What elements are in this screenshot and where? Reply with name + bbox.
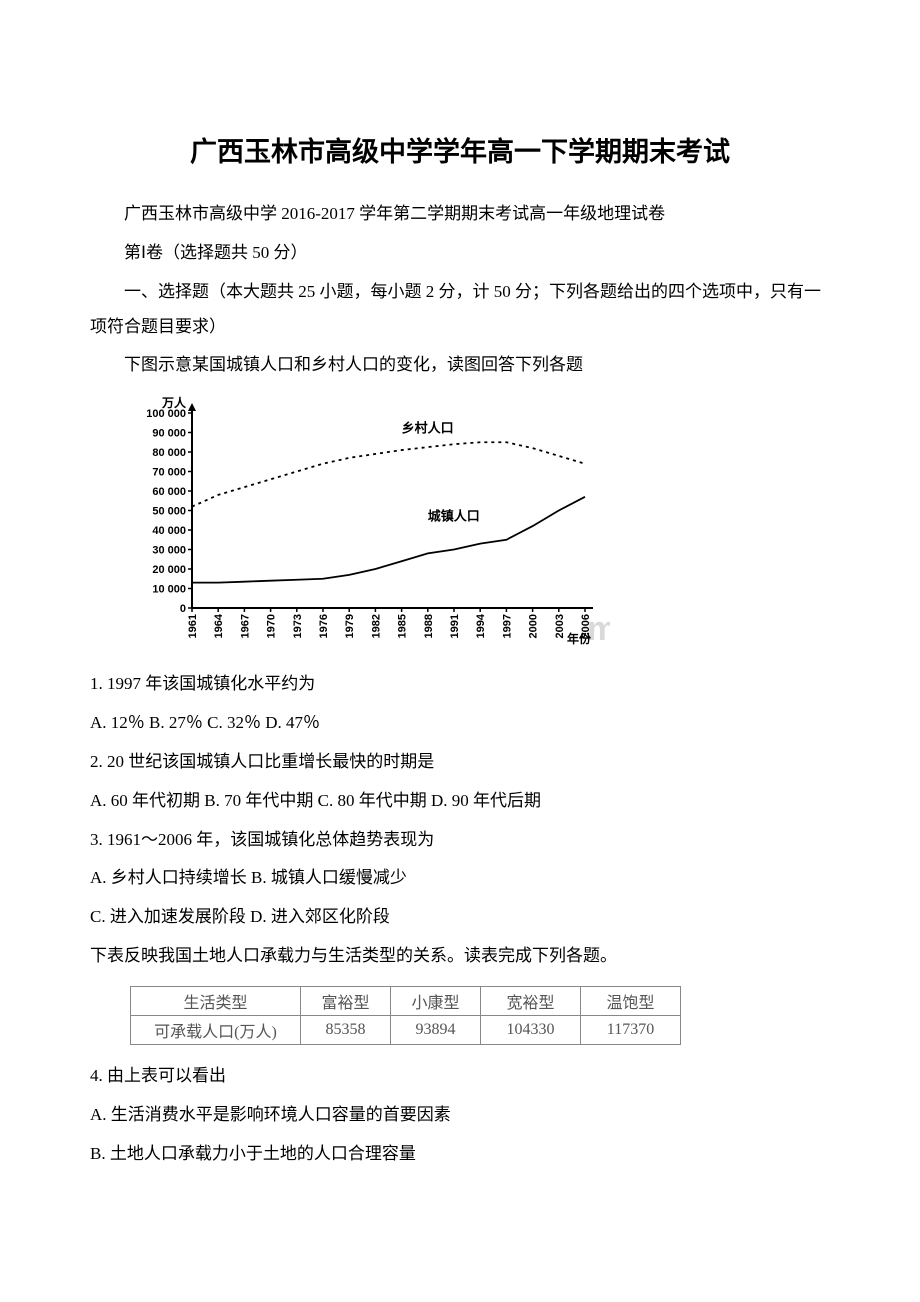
question-3-options-a: A. 乡村人口持续增长 B. 城镇人口缓慢减少 bbox=[90, 861, 830, 896]
svg-text:0: 0 bbox=[180, 603, 186, 615]
svg-text:100 000: 100 000 bbox=[146, 408, 186, 420]
svg-text:70 000: 70 000 bbox=[152, 467, 186, 479]
carrying-capacity-table: 生活类型富裕型小康型宽裕型温饱型可承载人口(万人)853589389410433… bbox=[130, 986, 830, 1045]
svg-text:1994: 1994 bbox=[475, 613, 487, 638]
svg-text:1967: 1967 bbox=[239, 614, 251, 638]
table-header-cell: 温饱型 bbox=[581, 986, 681, 1015]
svg-text:城镇人口: 城镇人口 bbox=[428, 508, 480, 523]
question-4-option-b: B. 土地人口承载力小于土地的人口合理容量 bbox=[90, 1137, 830, 1172]
svg-text:1997: 1997 bbox=[501, 614, 513, 638]
svg-text:20 000: 20 000 bbox=[152, 564, 186, 576]
svg-text:40 000: 40 000 bbox=[152, 525, 186, 537]
svg-text:30 000: 30 000 bbox=[152, 545, 186, 557]
svg-text:1985: 1985 bbox=[397, 614, 409, 638]
svg-text:50 000: 50 000 bbox=[152, 506, 186, 518]
svg-text:年份: 年份 bbox=[567, 631, 592, 646]
svg-text:1964: 1964 bbox=[213, 613, 225, 638]
svg-text:80 000: 80 000 bbox=[152, 447, 186, 459]
subtitle-2: 第Ⅰ卷（选择题共 50 分） bbox=[90, 236, 830, 271]
question-4-option-a: A. 生活消费水平是影响环境人口容量的首要因素 bbox=[90, 1098, 830, 1133]
svg-text:乡村人口: 乡村人口 bbox=[402, 421, 454, 436]
svg-text:10 000: 10 000 bbox=[152, 584, 186, 596]
figure-intro: 下图示意某国城镇人口和乡村人口的变化，读图回答下列各题 bbox=[90, 348, 830, 383]
question-2-options: A. 60 年代初期 B. 70 年代中期 C. 80 年代中期 D. 90 年… bbox=[90, 784, 830, 819]
svg-text:1973: 1973 bbox=[292, 614, 304, 638]
table-cell: 117370 bbox=[581, 1015, 681, 1044]
svg-text:1982: 1982 bbox=[370, 614, 382, 638]
svg-text:1976: 1976 bbox=[318, 614, 330, 638]
question-3-options-b: C. 进入加速发展阶段 D. 进入郊区化阶段 bbox=[90, 900, 830, 935]
table-intro: 下表反映我国土地人口承载力与生活类型的关系。读表完成下列各题。 bbox=[90, 939, 830, 974]
instructions: 一、选择题（本大题共 25 小题，每小题 2 分，计 50 分；下列各题给出的四… bbox=[90, 275, 830, 345]
subtitle-1: 广西玉林市高级中学 2016-2017 学年第二学期期末考试高一年级地理试卷 bbox=[90, 197, 830, 232]
question-2: 2. 20 世纪该国城镇人口比重增长最快的时期是 bbox=[90, 745, 830, 780]
svg-text:1970: 1970 bbox=[266, 614, 278, 638]
svg-text:2003: 2003 bbox=[554, 614, 566, 638]
table-cell: 85358 bbox=[301, 1015, 391, 1044]
table-header-cell: 生活类型 bbox=[131, 986, 301, 1015]
table-cell: 93894 bbox=[391, 1015, 481, 1044]
table-header-cell: 小康型 bbox=[391, 986, 481, 1015]
table-header-cell: 富裕型 bbox=[301, 986, 391, 1015]
page-title: 广西玉林市高级中学学年高一下学期期末考试 bbox=[90, 130, 830, 169]
question-1: 1. 1997 年该国城镇化水平约为 bbox=[90, 667, 830, 702]
question-1-options: A. 12％ B. 27％ C. 32％ D. 47％ bbox=[90, 706, 830, 741]
table-cell: 104330 bbox=[481, 1015, 581, 1044]
table-cell: 可承载人口(万人) bbox=[131, 1015, 301, 1044]
question-4: 4. 由上表可以看出 bbox=[90, 1059, 830, 1094]
question-3: 3. 1961～2006 年，该国城镇化总体趋势表现为 bbox=[90, 823, 830, 858]
svg-text:2000: 2000 bbox=[528, 614, 540, 638]
svg-text:60 000: 60 000 bbox=[152, 486, 186, 498]
svg-text:1979: 1979 bbox=[344, 614, 356, 638]
population-chart: m万人010 00020 00030 00040 00050 00060 000… bbox=[130, 393, 830, 653]
svg-text:1961: 1961 bbox=[187, 614, 199, 638]
table-header-cell: 宽裕型 bbox=[481, 986, 581, 1015]
svg-text:1988: 1988 bbox=[423, 614, 435, 638]
svg-text:1991: 1991 bbox=[449, 614, 461, 638]
svg-text:90 000: 90 000 bbox=[152, 428, 186, 440]
